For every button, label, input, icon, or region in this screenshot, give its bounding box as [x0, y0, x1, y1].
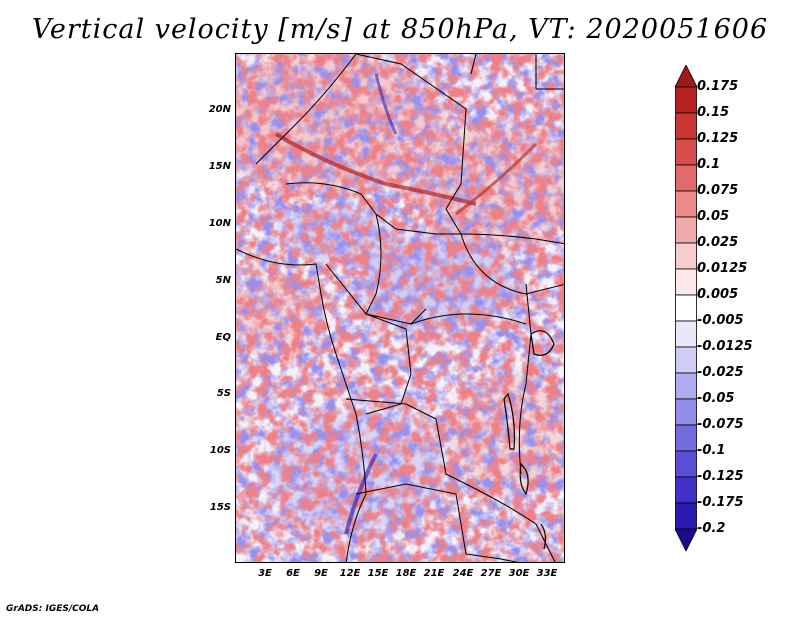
colorbar-segment: [675, 164, 697, 192]
lat-label-20n: 20N: [208, 104, 231, 115]
lat-label-5n: 5N: [215, 275, 231, 286]
colorbar-label: -0.175: [697, 495, 744, 510]
colorbar-segment: [675, 242, 697, 270]
colorbar-segment: [675, 190, 697, 218]
lat-label-15s: 15S: [209, 502, 231, 513]
colorbar-label: 0.1: [697, 157, 721, 172]
credit-text: GrADS: IGES/COLA: [6, 604, 100, 614]
colorbar-segment: [675, 346, 697, 374]
convergence-band-east: [455, 142, 538, 216]
colorbar-segment: [675, 476, 697, 504]
lat-label-10n: 10N: [208, 218, 231, 229]
lon-label-15e: 15E: [367, 568, 389, 579]
lon-label-18e: 18E: [395, 568, 417, 579]
colorbar-label: 0.0125: [697, 261, 748, 276]
colorbar-segment: [675, 268, 697, 296]
colorbar: [675, 65, 697, 552]
colorbar-label: -0.1: [697, 443, 726, 458]
lat-label-10s: 10S: [209, 445, 231, 456]
colorbar-label: 0.075: [697, 183, 739, 198]
colorbar-segment: [675, 372, 697, 400]
plot-title: Vertical velocity [m/s] at 850hPa, VT: 2…: [31, 14, 769, 45]
colorbar-segment: [675, 294, 697, 322]
colorbar-bottom-arrow: [675, 528, 697, 552]
colorbar-label: 0.125: [697, 131, 739, 146]
colorbar-segment: [675, 216, 697, 244]
colorbar-label: 0.025: [697, 235, 739, 250]
lon-label-9e: 9E: [314, 568, 328, 579]
lon-label-24e: 24E: [452, 568, 474, 579]
lat-label-5s: 5S: [216, 388, 231, 399]
colorbar-label: 0.05: [697, 209, 730, 224]
colorbar-label: 0.005: [697, 287, 739, 302]
lon-label-6e: 6E: [286, 568, 300, 579]
colorbar-segment: [675, 320, 697, 348]
colorbar-segment: [675, 86, 697, 114]
colorbar-label: -0.005: [697, 313, 744, 328]
map-panel: [235, 53, 565, 563]
vertical-velocity-field: [236, 54, 564, 562]
colorbar-label: -0.075: [697, 417, 744, 432]
lon-label-21e: 21E: [423, 568, 445, 579]
colorbar-top-arrow: [675, 65, 697, 88]
colorbar-segment: [675, 502, 697, 530]
lon-label-12e: 12E: [339, 568, 361, 579]
lat-label-15n: 15N: [208, 161, 231, 172]
colorbar-label: -0.125: [697, 469, 744, 484]
lon-label-27e: 27E: [480, 568, 502, 579]
convergence-band-north: [274, 132, 477, 206]
colorbar-label: 0.15: [697, 105, 730, 120]
colorbar-label: -0.0125: [697, 339, 753, 354]
lon-label-33e: 33E: [536, 568, 558, 579]
rising-motion-pattern: [236, 54, 564, 562]
subsidence-band-north: [374, 73, 398, 135]
colorbar-label: 0.175: [697, 79, 739, 94]
colorbar-segment: [675, 112, 697, 140]
country-borders: [236, 54, 564, 562]
colorbar-label: -0.05: [697, 391, 735, 406]
lon-label-30e: 30E: [508, 568, 530, 579]
colorbar-segment: [675, 424, 697, 452]
colorbar-segment: [675, 450, 697, 478]
colorbar-segment: [675, 138, 697, 166]
lakes: [503, 330, 555, 550]
colorbar-label: -0.025: [697, 365, 744, 380]
lon-label-3e: 3E: [258, 568, 272, 579]
colorbar-label: -0.2: [697, 521, 726, 536]
colorbar-segment: [675, 398, 697, 426]
lat-label-eq: EQ: [215, 332, 231, 343]
